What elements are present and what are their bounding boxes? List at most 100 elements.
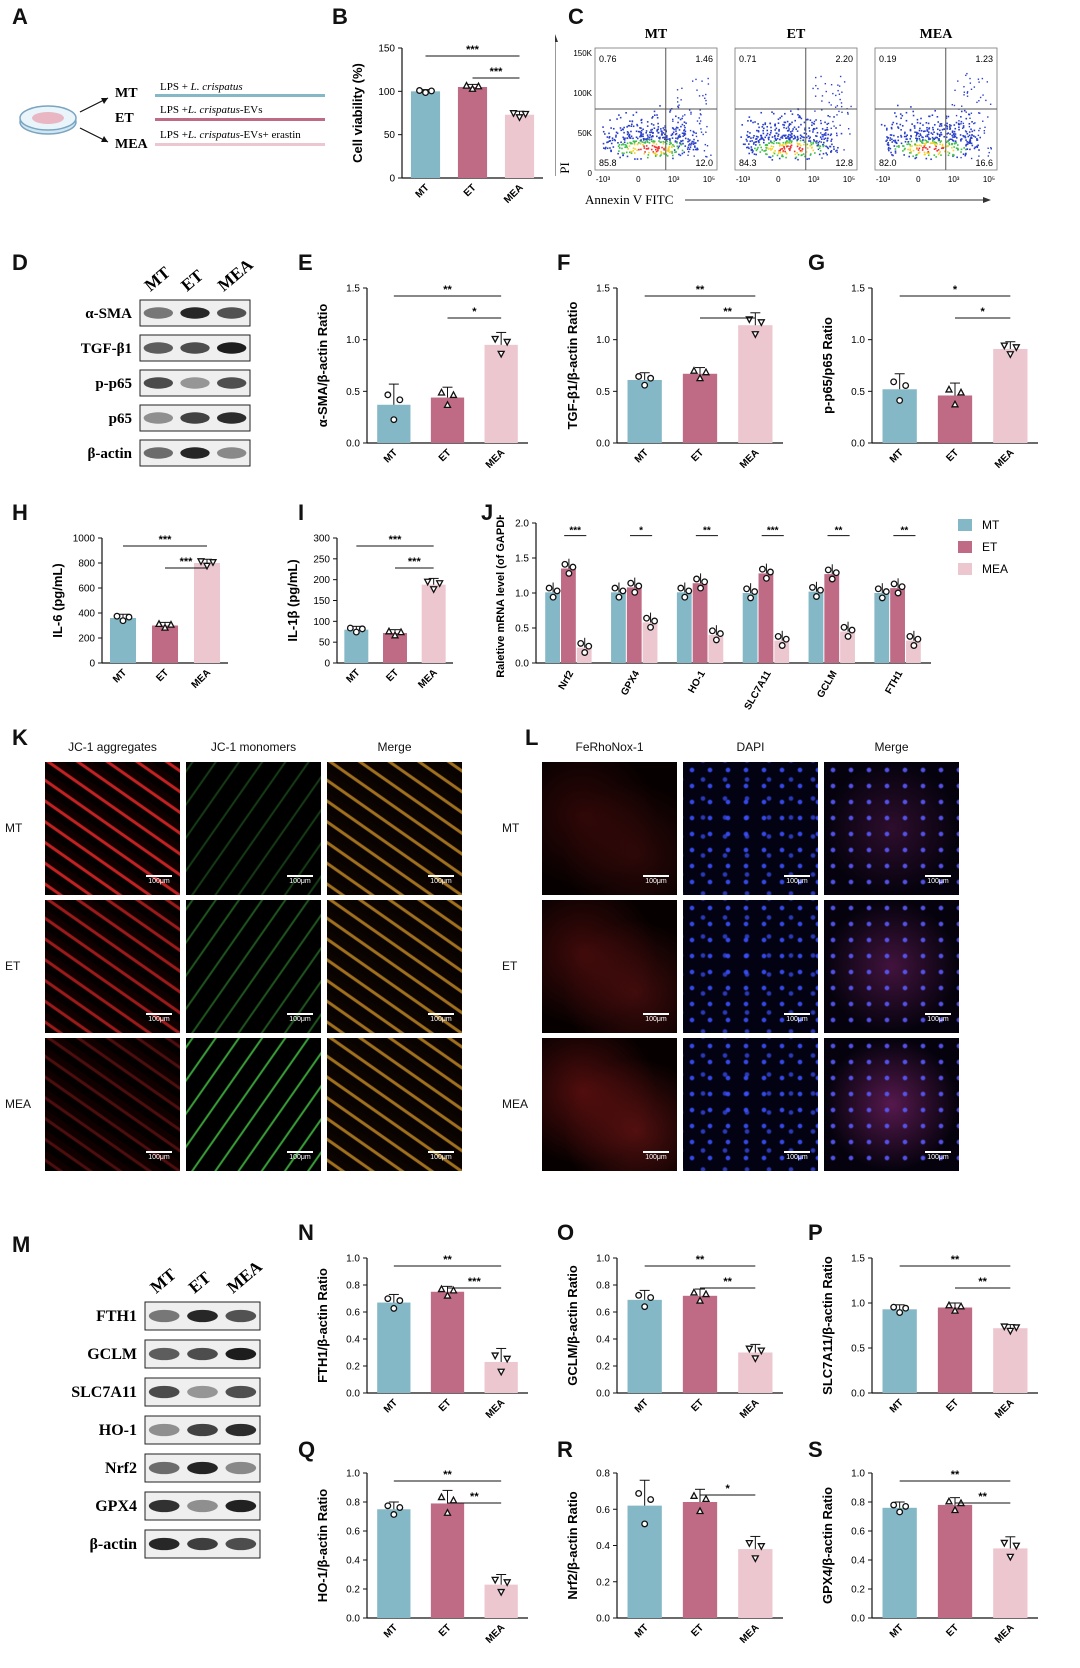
x-tick-label: 0 (636, 175, 641, 184)
scale-bar: 100μm (428, 875, 454, 885)
data-point (894, 589, 902, 597)
data-point (208, 559, 218, 567)
data-point (950, 1306, 960, 1314)
scale-bar: 100μm (287, 1151, 313, 1161)
significance-label: ** (696, 1254, 705, 1266)
y-tick-label: 0.0 (596, 439, 610, 450)
quadrant-value: 12.8 (835, 158, 853, 168)
bar-et (457, 87, 488, 178)
micrograph-tile: 100μm (45, 762, 180, 895)
data-point (745, 1345, 754, 1354)
data-point (890, 1501, 898, 1509)
data-point (910, 642, 918, 649)
data-point (435, 580, 444, 588)
data-point (840, 623, 848, 631)
data-point (125, 613, 133, 621)
blot-band (225, 1347, 257, 1361)
data-point (757, 319, 766, 327)
blot-band (187, 1537, 218, 1551)
y-tick-label: 0.6 (596, 1308, 610, 1319)
scale-bar: 100μm (784, 1151, 810, 1161)
x-tick-label: MEA (190, 667, 214, 691)
panel-label-j: J (481, 500, 494, 525)
data-point (695, 373, 705, 382)
scale-bar: 100μm (146, 875, 172, 885)
data-point (708, 627, 716, 635)
data-point (896, 396, 904, 404)
x-tick-label: MT (633, 447, 651, 465)
panel-label-k: K (12, 725, 28, 750)
chart-r-nrf2: 0.0 0.2 0.4 0.6 0.8 Nrf2/β-actin Ratio MT ET MEA… (565, 1469, 783, 1646)
x-tick-label: MT (888, 1622, 906, 1640)
scale-bar: 100μm (925, 875, 951, 885)
blot-band (143, 412, 173, 424)
treatment-bar-et (155, 118, 325, 121)
y-tick-label: 0.5 (851, 387, 865, 398)
data-point (950, 1505, 960, 1514)
data-point (813, 593, 820, 600)
bar-mt (410, 91, 441, 178)
data-point (577, 639, 585, 647)
y-tick-label: 2.0 (515, 519, 529, 530)
lane-label: ET (177, 266, 207, 296)
data-point (902, 1502, 910, 1510)
data-point (390, 1304, 398, 1312)
data-point (503, 1579, 512, 1587)
blot-band (225, 1385, 257, 1399)
protein-label: FTH1 (96, 1308, 137, 1325)
y-tick-label: 600 (78, 584, 95, 595)
y-tick-label: 0.2 (346, 1585, 360, 1596)
arrowhead-mt (101, 98, 108, 104)
data-point (832, 569, 840, 577)
y-tick-label: 1000 (73, 534, 96, 545)
panel-label-b: B (332, 4, 348, 29)
significance-label: ** (978, 1491, 987, 1503)
y-tick-label: 0 (324, 659, 330, 670)
data-point (352, 628, 360, 636)
panel-label-n: N (298, 1220, 314, 1245)
x-tick-label: MEA (416, 667, 440, 691)
flow-events (740, 75, 852, 161)
bar-ho-1-et (692, 583, 708, 663)
legend-swatch-et (958, 541, 972, 553)
micrograph-tile: 100μm (327, 900, 462, 1033)
data-point (824, 566, 832, 574)
micrograph-tile: 100μm (542, 900, 677, 1033)
data-point (154, 619, 164, 628)
x-tick-label: MEA (484, 1622, 508, 1646)
x-tick-label: ET (154, 667, 171, 684)
y-tick-label: 0.4 (851, 1556, 865, 1567)
y-tick-label: 1.0 (596, 1254, 610, 1265)
data-point (914, 635, 922, 643)
chart-s-gpx4: 0.0 0.2 0.4 0.6 0.8 1.0 GPX4/β-actin Ratio MT ET… (820, 1469, 1038, 1646)
flow-events (880, 72, 992, 161)
protein-label: α-SMA (85, 306, 132, 322)
data-point (817, 586, 824, 594)
data-point (643, 614, 650, 622)
data-point (1006, 1327, 1015, 1336)
micrograph-tile: 100μm (683, 1038, 818, 1171)
bar-gclm-mea (840, 631, 855, 663)
data-point (828, 575, 836, 583)
data-point (1006, 1553, 1015, 1562)
data-point (437, 387, 446, 396)
legend-swatch-mea (958, 563, 972, 575)
micrograph-column-title: Merge (874, 740, 909, 754)
micrograph-row-label: MEA (502, 1096, 529, 1111)
data-point (1012, 344, 1021, 352)
data-point (701, 1494, 711, 1503)
bar-et (682, 1502, 718, 1618)
x-tick-label: -10³ (736, 175, 751, 184)
y-tick-label: 0.0 (515, 659, 529, 670)
bar-ho-1-mea (708, 635, 724, 663)
panel-label-a: A (12, 4, 28, 29)
panel-l-ferhonox-micrographs: FeRhoNox-1 DAPI Merge MT 100μm 100μm 100μm ET 10… (500, 740, 1080, 1171)
data-point (1012, 1324, 1021, 1332)
data-point (449, 390, 458, 399)
y-tick-label: 0.6 (596, 1505, 610, 1516)
y-tick-label: 0 (89, 659, 95, 670)
data-point (503, 338, 512, 347)
bar-nrf2-et (561, 568, 576, 663)
y-tick-label: 0.0 (346, 1614, 360, 1625)
chart-b-cell-viability: 0 50 100 150 Cell viability (%) MT ET MEA *** *** (350, 44, 543, 206)
